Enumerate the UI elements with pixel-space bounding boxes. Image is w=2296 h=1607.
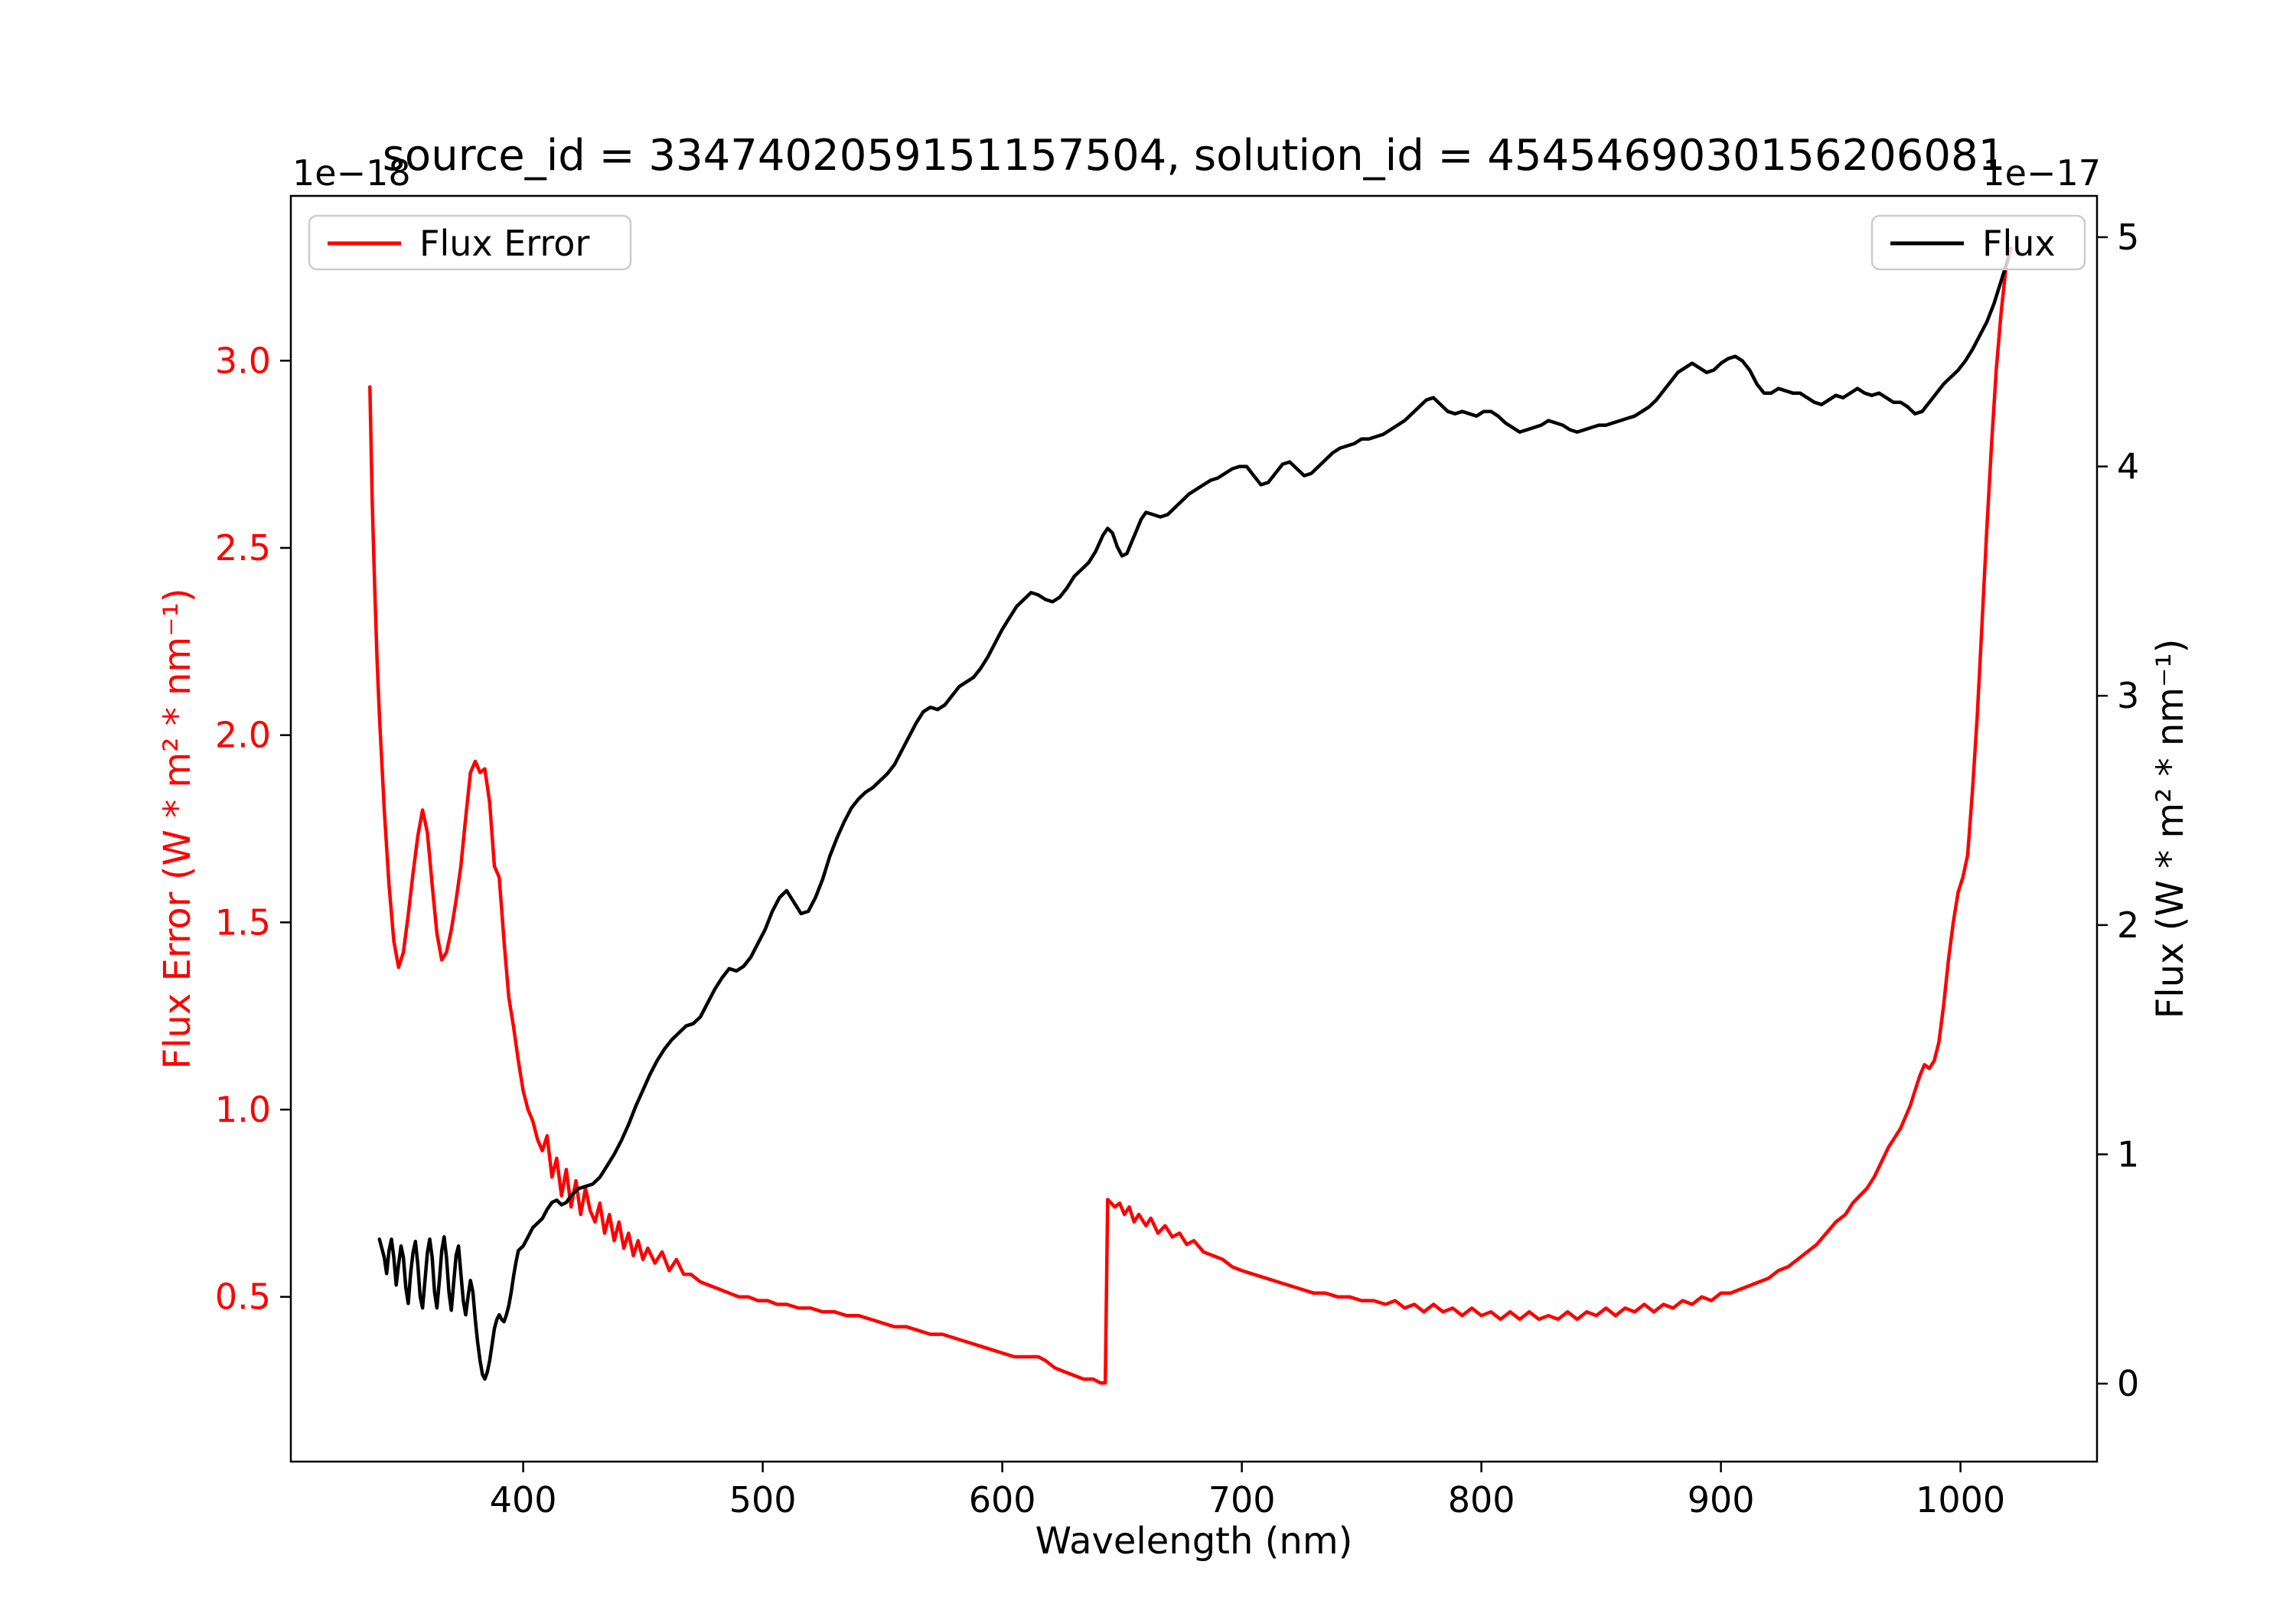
right-y-tick-label: 1 [2117, 1133, 2139, 1175]
right-axis-label: Flux (W * m² * nm⁻¹) [2149, 639, 2192, 1019]
chart-title: source_id = 3347402059151157504, solutio… [383, 131, 2005, 181]
left-y-tick-label: 1.5 [215, 901, 271, 943]
left-y-tick-label: 3.0 [215, 340, 271, 381]
right-y-tick-label: 0 [2117, 1363, 2139, 1404]
legend-flux-error: Flux Error [308, 214, 632, 271]
x-tick-label: 700 [1208, 1479, 1276, 1521]
right-y-tick-label: 5 [2117, 217, 2139, 258]
x-axis-label: Wavelength (nm) [1035, 1520, 1353, 1563]
left-y-tick-label: 0.5 [215, 1276, 271, 1318]
left-y-tick-label: 2.5 [215, 527, 271, 569]
left-y-tick-label: 1.0 [215, 1089, 271, 1130]
legend-flux: Flux [1870, 214, 2086, 271]
plot-area [289, 194, 2099, 1463]
flux-error-line [368, 246, 2013, 1385]
x-tick-label: 900 [1688, 1479, 1755, 1521]
legend-label-flux: Flux [1982, 223, 2056, 264]
x-tick-label: 800 [1448, 1479, 1515, 1521]
x-tick-label: 1000 [1916, 1479, 2005, 1521]
right-axis-offset-text: 1e−17 [1982, 152, 2101, 194]
legend-box [1870, 214, 2086, 271]
left-y-tick-label: 2.0 [215, 715, 271, 756]
x-tick-label: 400 [490, 1479, 557, 1521]
legend-box [308, 214, 632, 271]
right-y-tick-label: 2 [2117, 905, 2139, 946]
x-tick-label: 500 [729, 1479, 797, 1521]
flux-line [377, 256, 2011, 1381]
left-axis-offset-text: 1e−18 [292, 152, 411, 194]
legend-label-flux-error: Flux Error [419, 223, 589, 264]
left-axis-label: Flux Error (W * m² * nm⁻¹) [156, 588, 199, 1070]
right-y-tick-label: 3 [2117, 675, 2139, 716]
plot-content: 400 500 600 700 800 900 1000 0.5 1.0 1.5 2.0 2.5 3.0… [215, 217, 2139, 1521]
x-tick-label: 600 [969, 1479, 1036, 1521]
right-y-tick-label: 4 [2117, 446, 2139, 487]
